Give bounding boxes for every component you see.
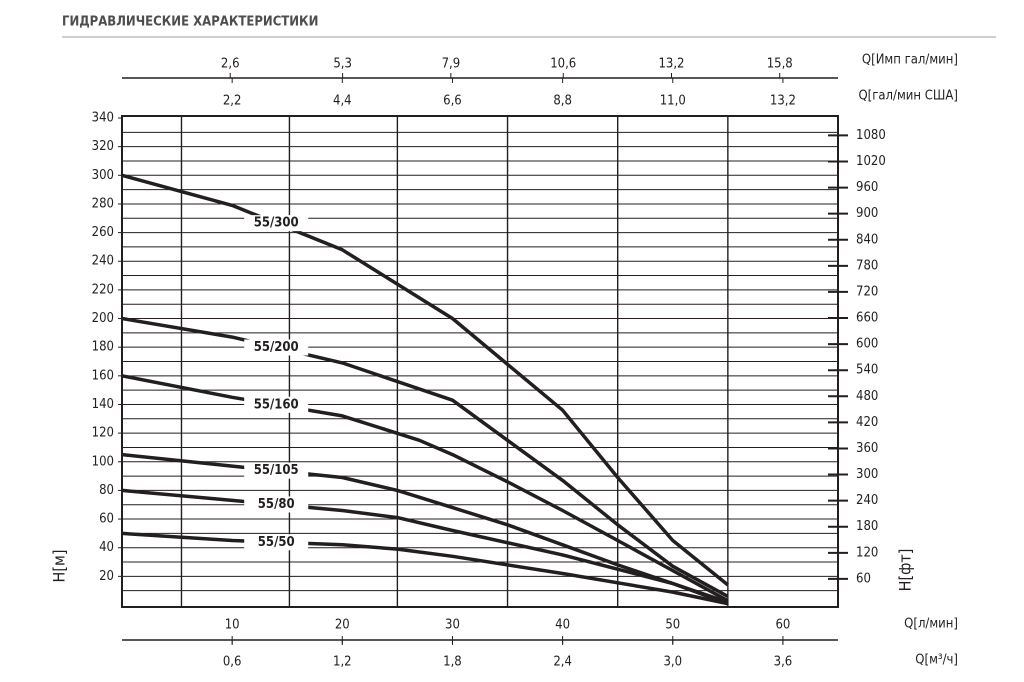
y2-tick-label: 300: [856, 467, 878, 482]
y2-tick-label: 840: [856, 232, 878, 247]
label-bg: [244, 496, 309, 513]
x-tick-label: 2,4: [553, 655, 572, 670]
y-tick-label: 120: [92, 426, 114, 441]
y-tick-label: 260: [92, 225, 114, 240]
x-tick-label: 40: [555, 618, 570, 633]
y2-tick-label: 960: [856, 180, 878, 195]
y2-tick-label: 480: [856, 389, 878, 404]
y2-tick-label: 660: [856, 311, 878, 326]
y2-tick-label: 180: [856, 519, 878, 534]
curve-label: 55/300: [254, 216, 299, 231]
pump-curve: [121, 452, 729, 604]
y-tick-label: 100: [92, 454, 114, 469]
label-bg: [244, 462, 309, 479]
y2-tick-label: 720: [856, 284, 878, 299]
label-bg: [244, 339, 309, 356]
x-tick-label: 3,0: [663, 655, 682, 670]
label-bg: [244, 396, 309, 413]
x-tick-label: 13,2: [658, 57, 684, 72]
y-tick-label: 80: [99, 483, 114, 498]
x-tick-label: 3,6: [774, 655, 793, 670]
y2-tick-label: 600: [856, 337, 878, 352]
x-tick-label: 0,6: [223, 655, 242, 670]
x-tick-label: 11,0: [660, 94, 686, 109]
pump-curve: [121, 374, 729, 603]
x-tick-label: 4,4: [333, 94, 352, 109]
y2-tick-label: 120: [856, 545, 878, 560]
y2-tick-label: 540: [856, 363, 878, 378]
curve-label: 55/105: [254, 463, 299, 478]
x-tick-label: 1,8: [443, 655, 462, 670]
x-axis-label: Q[л/мин]: [904, 617, 958, 632]
y2-tick-label: 240: [856, 493, 878, 508]
label-bg: [244, 215, 309, 232]
curve-label: 55/80: [258, 497, 295, 512]
y2-tick-label: 1020: [856, 154, 886, 169]
y2-tick-label: 420: [856, 415, 878, 430]
x-tick-label: 7,9: [442, 57, 461, 72]
x-tick-label: 2,2: [223, 94, 242, 109]
label-bg: [244, 534, 309, 551]
x-tick-label: 6,6: [443, 94, 462, 109]
x-tick-label: 15,8: [767, 57, 793, 72]
x-tick-label: 30: [445, 618, 460, 633]
x-tick-label: 20: [335, 618, 350, 633]
y-tick-label: 60: [99, 512, 114, 527]
y-tick-label: 320: [92, 139, 114, 154]
y2-axis-label: H[фт]: [896, 549, 915, 592]
x-tick-label: 1,2: [333, 655, 352, 670]
x-axis-label: Q[гал/мин США]: [858, 89, 958, 104]
y-tick-label: 200: [92, 311, 114, 326]
y-tick-label: 220: [92, 282, 114, 297]
x-tick-label: 5,3: [333, 57, 352, 72]
y-tick-label: 300: [92, 168, 114, 183]
y-tick-label: 160: [92, 368, 114, 383]
pump-curve: [121, 531, 729, 606]
pump-curve: [121, 316, 729, 598]
x-tick-label: 50: [665, 618, 680, 633]
x-tick-label: 2,6: [221, 57, 240, 72]
x-tick-label: 10,6: [550, 57, 576, 72]
plot-frame: [121, 115, 839, 608]
curve-label: 55/160: [254, 397, 299, 412]
pump-curve: [121, 173, 729, 587]
y-tick-label: 280: [92, 196, 114, 211]
y2-tick-label: 780: [856, 258, 878, 273]
y-tick-label: 340: [92, 111, 114, 126]
y-tick-label: 180: [92, 340, 114, 355]
y-tick-label: 20: [99, 569, 114, 584]
y-tick-label: 140: [92, 397, 114, 412]
y-axis-label: H[м]: [50, 550, 69, 583]
y-tick-label: 240: [92, 254, 114, 269]
curve-label: 55/50: [258, 535, 295, 550]
x-tick-label: 10: [225, 618, 240, 633]
y2-tick-label: 60: [856, 571, 871, 586]
chart-title: ГИДРАВЛИЧЕСКИЕ ХАРАКТЕРИСТИКИ: [62, 15, 318, 30]
x-tick-label: 60: [775, 618, 790, 633]
curve-label: 55/200: [254, 340, 299, 355]
y2-tick-label: 900: [856, 206, 878, 221]
x-tick-label: 13,2: [770, 94, 796, 109]
y-tick-label: 40: [99, 540, 114, 555]
y2-tick-label: 360: [856, 441, 878, 456]
x-tick-label: 8,8: [553, 94, 572, 109]
y2-tick-label: 1080: [856, 128, 886, 143]
x-axis-label: Q[Имп гал/мин]: [862, 53, 958, 68]
x-axis-label: Q[м³/ч]: [915, 653, 958, 668]
